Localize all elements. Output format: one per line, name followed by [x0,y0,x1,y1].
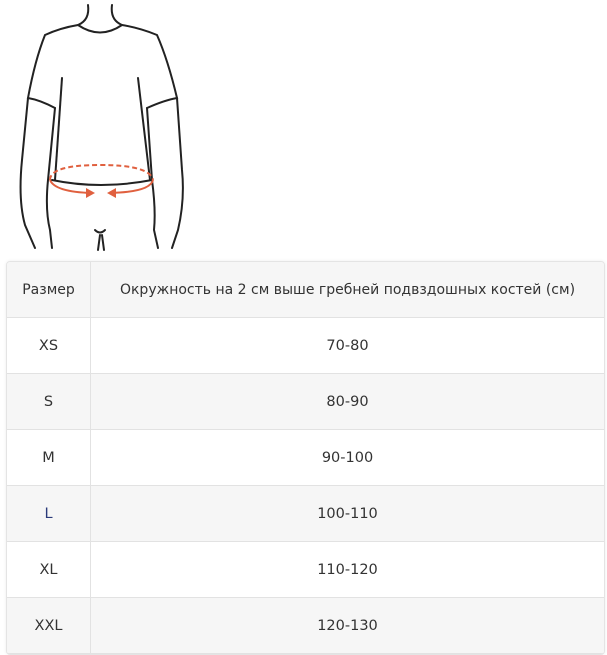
size-cell: M [7,429,91,486]
range-cell: 90-100 [90,429,604,486]
range-cell: 110-120 [90,541,604,598]
range-cell: 100-110 [90,485,604,542]
range-cell: 120-130 [90,597,604,654]
table-row: XS 70-80 [7,317,604,374]
table-header-row: Размер Окружность на 2 см выше гребней п… [7,262,604,318]
table-row: S 80-90 [7,373,604,430]
size-cell: XS [7,317,91,374]
waist-measurement-illustration [19,4,184,251]
header-measurement: Окружность на 2 см выше гребней подвздош… [90,262,604,318]
size-cell: S [7,373,91,430]
table-row: XL 110-120 [7,541,604,598]
header-size: Размер [7,262,91,318]
size-cell: L [7,485,91,542]
range-cell: 80-90 [90,373,604,430]
table-row: M 90-100 [7,429,604,486]
table-row: L 100-110 [7,485,604,542]
size-cell: XXL [7,597,91,654]
range-cell: 70-80 [90,317,604,374]
size-cell: XL [7,541,91,598]
table-row: XXL 120-130 [7,597,604,654]
size-chart-table: Размер Окружность на 2 см выше гребней п… [6,261,605,655]
